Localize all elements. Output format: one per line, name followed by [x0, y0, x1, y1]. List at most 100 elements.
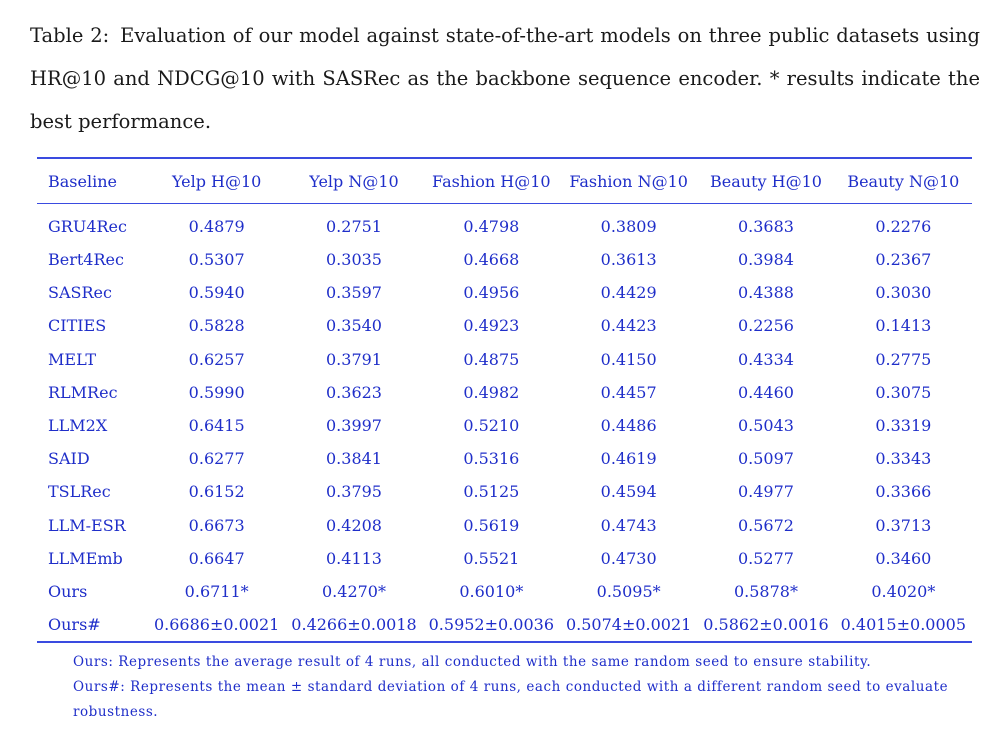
metric-value-cell: 0.5878* — [733, 581, 798, 601]
metric-value-cell: 0.6152 — [188, 482, 245, 502]
baseline-name-cell: LLMEmb — [48, 548, 123, 568]
metric-value-cell: 0.3460 — [875, 548, 932, 568]
metric-value-cell: 0.3984 — [737, 250, 794, 270]
metric-value-cell: 0.4619 — [600, 449, 657, 469]
caption-label: Table 2: — [30, 24, 110, 47]
header-cell-beauty-h10: Beauty H@10 — [710, 171, 822, 191]
metric-value-cell: 0.4423 — [600, 316, 657, 336]
metric-value-cell: 0.3540 — [326, 316, 382, 336]
metric-value-cell: 0.4015±0.0005 — [840, 615, 966, 635]
baseline-name-cell: SAID — [48, 449, 90, 469]
header-cell-beauty-n10: Beauty N@10 — [847, 171, 960, 191]
metric-value-cell: 0.2276 — [875, 217, 932, 236]
metric-value-cell: 0.6277 — [188, 449, 245, 469]
metric-value-cell: 0.3597 — [326, 283, 382, 303]
baseline-name-cell: CITIES — [48, 316, 107, 336]
metric-value-cell: 0.1413 — [875, 316, 932, 336]
metric-value-cell: 0.5277 — [737, 548, 794, 568]
metric-value-cell: 0.3997 — [326, 416, 382, 436]
metric-value-cell: 0.2367 — [875, 250, 932, 270]
metric-value-cell: 0.2751 — [326, 217, 382, 236]
metric-value-cell: 0.6647 — [188, 548, 245, 568]
metric-value-cell: 0.4923 — [463, 316, 520, 336]
metric-value-cell: 0.2775 — [875, 349, 932, 369]
metric-value-cell: 0.5940 — [188, 283, 245, 303]
metric-value-cell: 0.4730 — [600, 548, 657, 568]
baseline-name-cell: SASRec — [48, 283, 112, 303]
metric-value-cell: 0.3075 — [875, 382, 932, 402]
table-row: Ours# 0.6686±0.0021 0.4266±0.0018 0.5952±0.… — [37, 608, 972, 643]
table-row: LLM-ESR 0.6673 0.4208 0.5619 0.4743 0.5672 0.3… — [37, 509, 972, 542]
table-row: CITIES 0.5828 0.3540 0.4923 0.4423 0.2256 0.14… — [37, 309, 972, 342]
note-ours: Ours: Represents the average result of 4… — [73, 654, 872, 670]
metric-value-cell: 0.5074±0.0021 — [565, 615, 692, 635]
metric-value-cell: 0.4668 — [463, 250, 520, 270]
table-row: GRU4Rec 0.4879 0.2751 0.4798 0.3809 0.3683 0.2… — [37, 204, 972, 244]
table-header: Baseline Yelp H@10 Yelp N@10 Fashion H@1… — [37, 158, 972, 204]
metric-value-cell: 0.4798 — [463, 217, 520, 236]
metric-value-cell: 0.4460 — [737, 382, 794, 402]
metric-value-cell: 0.4875 — [463, 349, 520, 369]
metric-value-cell: 0.5210 — [463, 416, 520, 436]
metric-value-cell: 0.6010* — [459, 581, 524, 601]
header-cell-fashion-n10: Fashion N@10 — [569, 171, 688, 191]
metric-value-cell: 0.4113 — [326, 548, 382, 568]
metric-value-cell: 0.3623 — [326, 382, 382, 402]
metric-value-cell: 0.4956 — [463, 283, 520, 303]
metric-value-cell: 0.4486 — [600, 416, 657, 436]
metric-value-cell: 0.3035 — [326, 250, 382, 270]
header-cell-yelp-n10: Yelp N@10 — [309, 171, 399, 191]
metric-value-cell: 0.4334 — [737, 349, 794, 369]
table-row: Ours 0.6711* 0.4270* 0.6010* 0.5095* 0.5878* 0… — [37, 575, 972, 608]
metric-value-cell: 0.5672 — [737, 515, 794, 535]
header-cell-yelp-h10: Yelp H@10 — [171, 171, 262, 191]
metric-value-cell: 0.6257 — [188, 349, 245, 369]
baseline-name-cell: TSLRec — [48, 482, 111, 502]
metric-value-cell: 0.2256 — [737, 316, 794, 336]
baseline-name-cell: Ours — [48, 581, 88, 601]
metric-value-cell: 0.3613 — [600, 250, 657, 270]
metric-value-cell: 0.3713 — [875, 515, 932, 535]
results-table: Baseline Yelp H@10 Yelp N@10 Fashion H@1… — [37, 157, 972, 643]
table-row: MELT 0.6257 0.3791 0.4875 0.4150 0.4334 0.2775 — [37, 343, 972, 376]
metric-value-cell: 0.4879 — [188, 217, 245, 236]
baseline-name-cell: Ours# — [48, 615, 101, 635]
table-row: SASRec 0.5940 0.3597 0.4956 0.4429 0.4388 0.30… — [37, 276, 972, 309]
metric-value-cell: 0.5619 — [463, 515, 520, 535]
note-ours-hash: Ours#: Represents the mean ± standard de… — [73, 679, 949, 720]
caption-text: Evaluation of our model against state-of… — [30, 24, 980, 133]
metric-value-cell: 0.4982 — [463, 382, 520, 402]
metric-value-cell: 0.5097 — [737, 449, 794, 469]
metric-value-cell: 0.4150 — [600, 349, 657, 369]
metric-value-cell: 0.4388 — [737, 283, 794, 303]
table-row: Bert4Rec 0.5307 0.3035 0.4668 0.3613 0.3984 0.… — [37, 243, 972, 276]
metric-value-cell: 0.3343 — [875, 449, 932, 469]
metric-value-cell: 0.4429 — [600, 283, 657, 303]
metric-value-cell: 0.4266±0.0018 — [291, 615, 417, 635]
table-row: TSLRec 0.6152 0.3795 0.5125 0.4594 0.4977 0.33… — [37, 475, 972, 508]
baseline-name-cell: Bert4Rec — [48, 250, 124, 270]
metric-value-cell: 0.3683 — [737, 217, 794, 236]
metric-value-cell: 0.5316 — [463, 449, 520, 469]
metric-value-cell: 0.4743 — [600, 515, 657, 535]
metric-value-cell: 0.3791 — [326, 349, 382, 369]
metric-value-cell: 0.4270* — [322, 581, 386, 601]
table-row: LLM2X 0.6415 0.3997 0.5210 0.4486 0.5043 0.331… — [37, 409, 972, 442]
metric-value-cell: 0.5125 — [463, 482, 520, 502]
metric-value-cell: 0.6415 — [188, 416, 245, 436]
baseline-name-cell: MELT — [48, 349, 97, 369]
table-notes: Ours: Represents the average result of 4… — [73, 650, 978, 725]
metric-value-cell: 0.4594 — [600, 482, 657, 502]
baseline-name-cell: LLM-ESR — [48, 515, 126, 535]
baseline-name-cell: LLM2X — [48, 416, 108, 436]
header-cell-fashion-h10: Fashion H@10 — [432, 171, 551, 191]
metric-value-cell: 0.4977 — [737, 482, 794, 502]
table-row: LLMEmb 0.6647 0.4113 0.5521 0.4730 0.5277 0.34… — [37, 542, 972, 575]
metric-value-cell: 0.5952±0.0036 — [428, 615, 554, 635]
baseline-name-cell: RLMRec — [48, 382, 118, 402]
header-cell-baseline: Baseline — [48, 171, 117, 191]
table-row: RLMRec 0.5990 0.3623 0.4982 0.4457 0.4460 0.30… — [37, 376, 972, 409]
metric-value-cell: 0.6711* — [184, 581, 249, 601]
table-body: GRU4Rec 0.4879 0.2751 0.4798 0.3809 0.3683 0.2… — [37, 204, 972, 643]
